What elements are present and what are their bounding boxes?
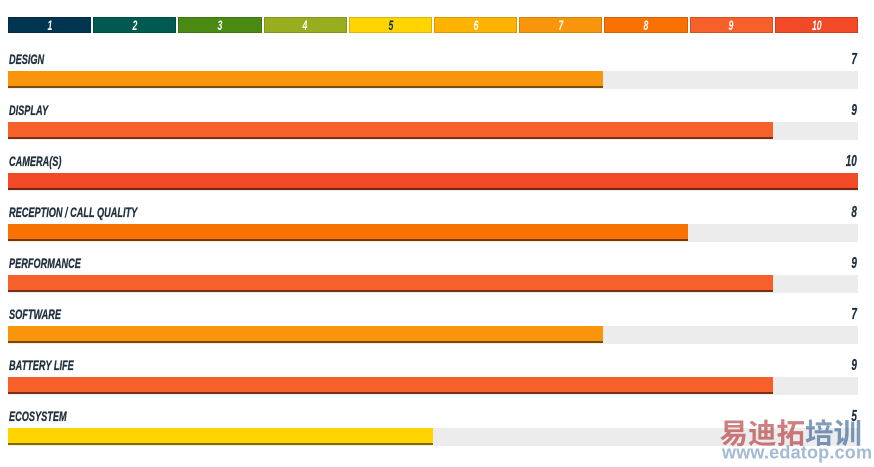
svg-text:www.edatop.com: www.edatop.com xyxy=(721,443,872,463)
